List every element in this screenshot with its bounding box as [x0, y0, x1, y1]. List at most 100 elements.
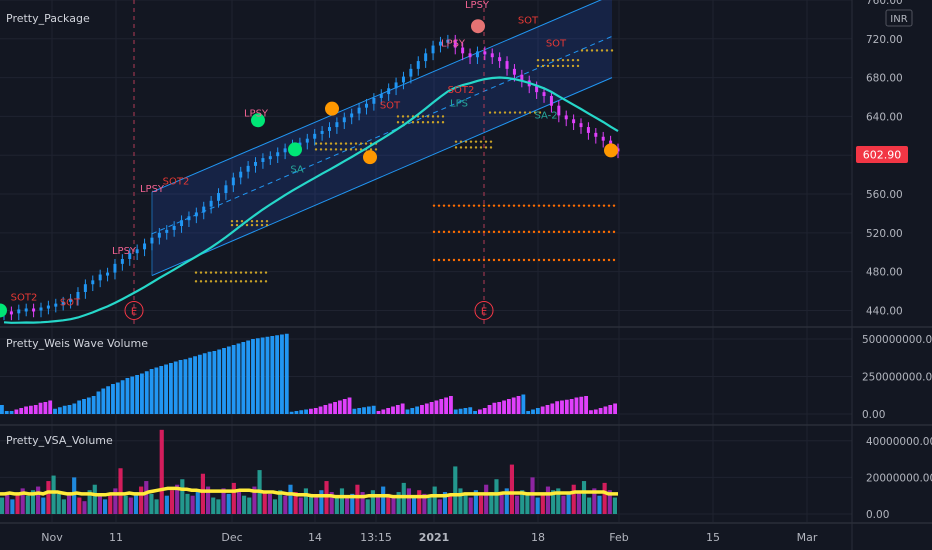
- level-dot: [541, 64, 545, 68]
- weis-bar: [226, 346, 231, 414]
- signal-circle: [604, 143, 618, 158]
- level-dot: [532, 258, 536, 262]
- vsa-bar: [267, 493, 272, 514]
- level-dot: [431, 121, 435, 124]
- level-dot: [479, 146, 483, 149]
- weis-bar: [173, 361, 178, 414]
- level-dot: [442, 230, 446, 234]
- candle-body: [135, 249, 139, 254]
- vsa-bar: [278, 490, 283, 514]
- vsa-bar: [46, 481, 51, 514]
- level-dot: [349, 142, 353, 145]
- signal-label-sot: SOT: [518, 15, 539, 26]
- level-dot: [254, 280, 258, 283]
- weis-bar: [193, 356, 197, 414]
- vsa-bar: [551, 490, 556, 514]
- time-axis[interactable]: Nov 11 Dec 14 13:15 2021 18 Feb 15 Mar: [41, 531, 818, 544]
- level-dot: [259, 280, 263, 283]
- vsa-volume-pane[interactable]: [0, 429, 618, 514]
- signal-label-sot: SOT: [546, 39, 567, 50]
- level-dot: [587, 204, 591, 207]
- candle-body: [268, 156, 272, 160]
- event-marker: [474, 300, 494, 320]
- level-dot: [344, 148, 348, 151]
- vsa-tick-label: 20000000.00: [866, 472, 932, 484]
- level-dot: [477, 258, 481, 262]
- level-dot: [580, 49, 584, 52]
- level-dot: [229, 280, 233, 283]
- level-dot: [547, 204, 551, 207]
- price-tick-label: 560.00: [866, 189, 903, 201]
- level-dot: [489, 140, 493, 143]
- weis-bar: [589, 410, 593, 414]
- vsa-bar: [587, 497, 592, 514]
- weis-bar: [270, 336, 275, 414]
- level-dot: [512, 204, 516, 207]
- candle-body: [586, 127, 590, 133]
- candle-body: [498, 57, 502, 62]
- level-dot: [457, 204, 461, 207]
- vsa-bar: [72, 477, 77, 514]
- level-dot: [610, 49, 614, 52]
- candle-body: [320, 130, 324, 134]
- weis-bar: [207, 351, 212, 414]
- vsa-bar: [484, 484, 489, 514]
- level-dot: [339, 142, 343, 145]
- weis-bar: [352, 408, 357, 414]
- price-pane[interactable]: LPSYLPSYSOT2LPSYSASOTSOT2LPSLPSYLPSYSOTS…: [0, 0, 620, 325]
- vsa-bar: [51, 475, 56, 514]
- weis-bar: [333, 402, 337, 414]
- price-axis[interactable]: 760.00720.00680.00640.00600.00560.00520.…: [862, 0, 932, 521]
- weis-bar: [188, 357, 193, 414]
- vsa-bar: [262, 492, 267, 514]
- level-dot: [497, 258, 501, 262]
- weis-bar: [251, 339, 255, 414]
- time-tick-label: Nov: [41, 531, 63, 544]
- weis-wave-pane[interactable]: [0, 333, 617, 414]
- candle-body: [143, 243, 147, 250]
- weis-bar: [111, 384, 115, 414]
- vsa-bar: [133, 492, 139, 514]
- level-dot: [547, 258, 551, 262]
- level-dot: [512, 230, 516, 234]
- weis-bar: [410, 408, 415, 414]
- vsa-bar: [164, 495, 169, 514]
- level-dot: [489, 146, 493, 149]
- level-dot: [464, 146, 468, 149]
- weis-bar: [579, 396, 584, 414]
- weis-bar: [130, 376, 135, 414]
- weis-bar: [43, 402, 48, 414]
- weis-bar: [608, 405, 613, 414]
- currency-badge[interactable]: [885, 9, 913, 27]
- signal-label-lpsy: LPSY: [112, 246, 137, 257]
- weis-bar: [487, 405, 492, 414]
- level-dot: [567, 230, 571, 234]
- candle-body: [549, 96, 553, 106]
- vsa-bar: [324, 481, 329, 514]
- level-dot: [364, 142, 368, 145]
- weis-bar: [598, 408, 603, 414]
- weis-bar: [183, 359, 188, 414]
- level-dot: [498, 111, 502, 114]
- level-dot: [411, 121, 415, 124]
- vsa-bar: [571, 484, 576, 514]
- weis-bar: [212, 351, 217, 414]
- level-dot: [561, 64, 565, 68]
- signal-markers: LPSYLPSYSOT2LPSYSASOTSOT2LPSLPSYLPSYSOTS…: [0, 0, 618, 320]
- level-dot: [552, 204, 556, 207]
- level-dot: [416, 121, 420, 124]
- weis-bar: [482, 408, 487, 414]
- level-dot: [319, 142, 323, 145]
- level-dot: [240, 219, 244, 223]
- level-dot: [442, 204, 446, 207]
- level-dot: [406, 115, 410, 118]
- vsa-bar: [432, 486, 437, 514]
- vsa-bar: [350, 493, 355, 514]
- weis-bar: [366, 406, 371, 414]
- candle-body: [246, 165, 250, 172]
- level-dot: [349, 148, 353, 151]
- signal-label-lpsy: LPSY: [441, 39, 466, 50]
- weis-bar: [516, 396, 521, 414]
